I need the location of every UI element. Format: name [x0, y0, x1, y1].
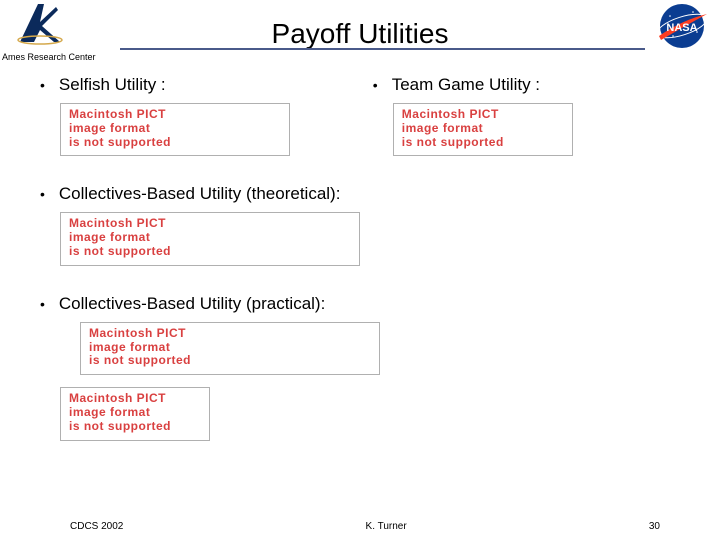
- slide-subtitle: Ames Research Center: [2, 52, 96, 62]
- nasa-logo: NASA: [655, 2, 710, 50]
- bullet-selfish: •Selfish Utility :: [40, 75, 373, 95]
- footer-center: K. Turner: [366, 521, 407, 532]
- pict-placeholder: Macintosh PICT image format is not suppo…: [60, 103, 290, 156]
- pict-placeholder: Macintosh PICT image format is not suppo…: [60, 212, 360, 265]
- footer: CDCS 2002 K. Turner 30: [0, 521, 720, 532]
- bullet-selfish-label: Selfish Utility :: [59, 75, 166, 95]
- pict-placeholder: Macintosh PICT image format is not suppo…: [393, 103, 573, 156]
- footer-right: 30: [649, 521, 660, 532]
- bullet-collectives-theoretical: •Collectives-Based Utility (theoretical)…: [40, 184, 680, 204]
- bullet-collectives-theoretical-label: Collectives-Based Utility (theoretical):: [59, 184, 341, 204]
- svg-text:NASA: NASA: [666, 22, 697, 34]
- bullet-collectives-practical-label: Collectives-Based Utility (practical):: [59, 294, 325, 314]
- pict-placeholder: Macintosh PICT image format is not suppo…: [80, 322, 380, 375]
- footer-left: CDCS 2002: [70, 521, 123, 532]
- ames-logo: [10, 2, 70, 47]
- bullet-team-label: Team Game Utility :: [392, 75, 540, 95]
- bullet-team: •Team Game Utility :: [373, 75, 680, 95]
- pict-placeholder: Macintosh PICT image format is not suppo…: [60, 387, 210, 440]
- slide-title: Payoff Utilities: [272, 18, 449, 50]
- header-rule: [120, 48, 645, 50]
- bullet-collectives-practical: •Collectives-Based Utility (practical):: [40, 294, 680, 314]
